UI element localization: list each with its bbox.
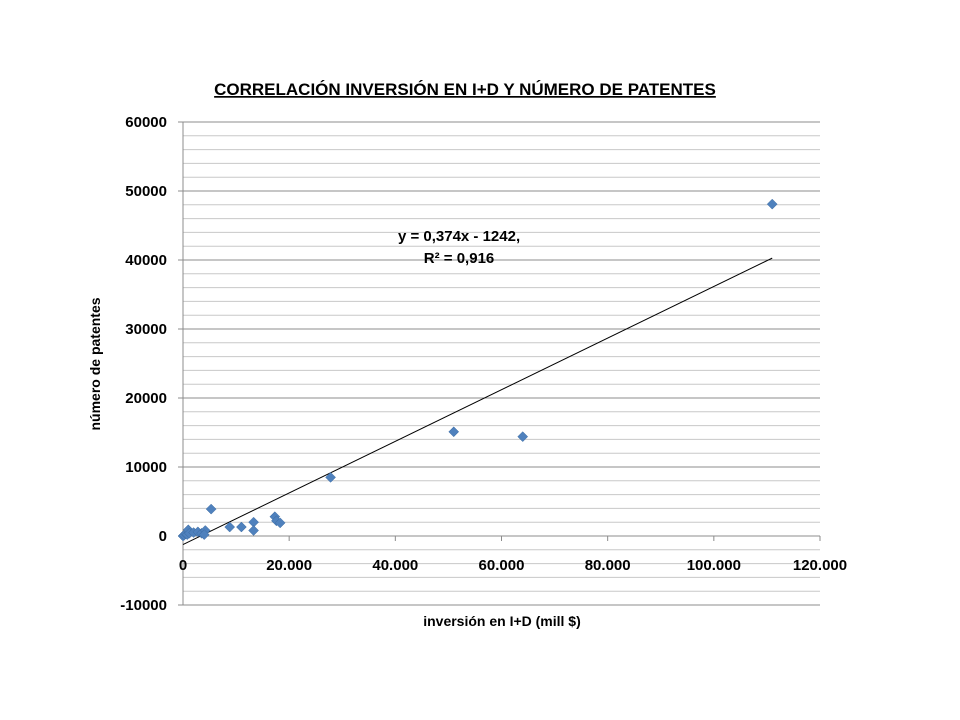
y-axis-label: número de patentes (87, 297, 103, 430)
x-tick-label: 0 (179, 557, 187, 574)
data-point (766, 198, 778, 210)
y-tick-label: 0 (159, 528, 167, 545)
x-tick-label: 40.000 (372, 557, 418, 574)
x-axis-ticks: 0 20.000 40.000 60.000 80.000 100.000 120.000 (179, 536, 847, 574)
data-point (448, 426, 460, 438)
y-tick-label: 30000 (125, 321, 167, 338)
y-tick-label: -10000 (120, 597, 167, 614)
data-points (177, 198, 778, 542)
x-tick-label: 100.000 (687, 557, 741, 574)
x-axis-label: inversión en I+D (mill $) (423, 613, 581, 629)
x-tick-label: 20.000 (266, 557, 312, 574)
y-tick-label: 10000 (125, 459, 167, 476)
y-tick-label: 20000 (125, 390, 167, 407)
data-point (205, 503, 217, 515)
data-point (517, 431, 529, 442)
data-point (224, 521, 236, 533)
data-point (325, 471, 336, 483)
y-tick-label: 50000 (125, 183, 167, 200)
major-gridlines (183, 121, 820, 606)
data-point (236, 521, 247, 533)
y-tick-label: 60000 (125, 114, 167, 131)
data-point (198, 529, 210, 540)
y-tick-label: 40000 (125, 252, 167, 269)
minor-gridlines (183, 135, 820, 592)
x-tick-label: 60.000 (479, 557, 525, 574)
x-tick-label: 120.000 (793, 557, 847, 574)
data-point (248, 525, 259, 536)
y-axis-ticks: -10000 0 10000 20000 30000 40000 50000 60000 (120, 114, 183, 614)
trendline-equation: y = 0,374x - 1242, (398, 228, 520, 245)
trendline-r-squared: R² = 0,916 (424, 250, 494, 267)
trendline (182, 257, 773, 546)
axes (182, 122, 820, 605)
x-tick-label: 80.000 (585, 557, 631, 574)
chart-title: CORRELACIÓN INVERSIÓN EN I+D Y NÚMERO DE… (214, 80, 716, 99)
data-point (274, 517, 286, 529)
